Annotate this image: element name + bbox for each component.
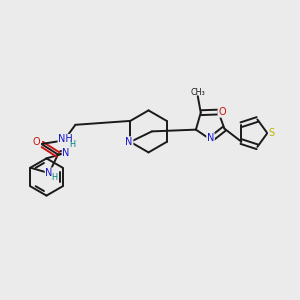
Text: N: N bbox=[62, 148, 70, 158]
Text: N: N bbox=[45, 168, 53, 178]
Text: O: O bbox=[218, 107, 226, 117]
Text: O: O bbox=[33, 137, 40, 147]
Text: S: S bbox=[268, 128, 274, 138]
Text: N: N bbox=[125, 137, 133, 147]
Text: H: H bbox=[69, 140, 75, 149]
Text: NH: NH bbox=[58, 134, 73, 145]
Text: CH₃: CH₃ bbox=[190, 88, 205, 97]
Text: H: H bbox=[52, 173, 58, 182]
Text: N: N bbox=[207, 133, 214, 143]
